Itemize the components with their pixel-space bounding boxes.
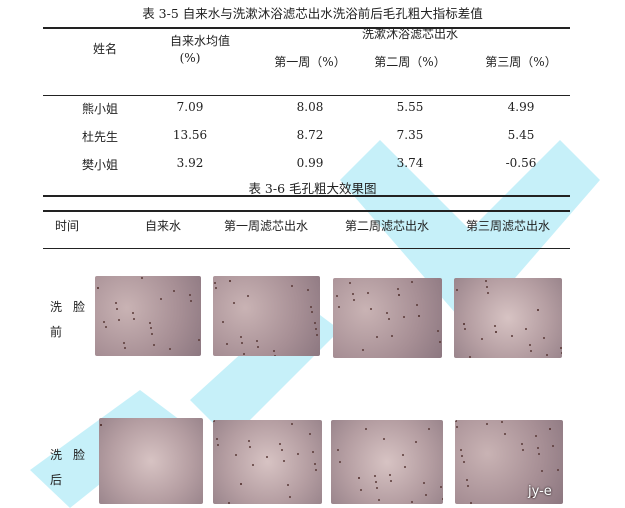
skin-photo-after-tap <box>99 418 203 504</box>
cell-tap: 7.09 <box>176 100 204 114</box>
watermark-text: jy-e <box>528 484 552 499</box>
header-week2-filter: 第二周滤芯出水 <box>345 219 430 233</box>
cell-tap: 3.92 <box>176 156 204 170</box>
table1-bottom-rule <box>43 195 570 197</box>
header-week1-filter: 第一周滤芯出水 <box>224 219 309 233</box>
cell-w3: 5.45 <box>507 128 535 142</box>
header-tap-unit: (%) <box>179 51 201 65</box>
cell-w3: 4.99 <box>507 100 535 114</box>
cell-w2: 3.74 <box>396 156 424 170</box>
cell-tap: 13.56 <box>172 128 208 142</box>
table2-caption: 表 3-6 毛孔粗大效果图 <box>248 181 377 196</box>
cell-w1: 0.99 <box>296 156 324 170</box>
table1-top-rule <box>43 27 570 29</box>
skin-photo-before-week3 <box>454 278 562 358</box>
row-label-after: 后 <box>50 473 63 487</box>
row-label-after: 洗 <box>50 448 63 462</box>
row-label-before: 前 <box>50 325 63 339</box>
header-week1: 第一周（%） <box>274 55 346 69</box>
table1-caption: 表 3-5 自来水与洗漱沐浴滤芯出水洗浴前后毛孔粗大指标差值 <box>142 6 483 21</box>
skin-photo-before-week2 <box>333 278 442 358</box>
cell-w1: 8.08 <box>296 100 324 114</box>
row-label-after: 脸 <box>73 448 86 462</box>
cell-name: 熊小姐 <box>81 102 118 116</box>
header-week2: 第二周（%） <box>374 55 446 69</box>
skin-photo-after-week1 <box>213 420 322 504</box>
cell-w1: 8.72 <box>296 128 324 142</box>
skin-photo-after-week3 <box>455 420 563 504</box>
header-filter-group: 洗漱沐浴滤芯出水 <box>361 27 458 41</box>
cell-name: 樊小姐 <box>81 158 118 172</box>
row-label-before: 洗 <box>50 300 63 314</box>
header-tap: 自来水均值 <box>169 34 230 48</box>
header-time: 时间 <box>55 219 80 233</box>
header-week3-filter: 第三周滤芯出水 <box>466 219 551 233</box>
table2-top-rule <box>43 210 570 212</box>
cell-w2: 5.55 <box>396 100 424 114</box>
header-name: 姓名 <box>92 42 117 56</box>
table2-header-rule <box>43 248 570 249</box>
header-week3: 第三周（%） <box>485 55 557 69</box>
skin-photo-before-tap <box>95 276 201 356</box>
cell-w3: -0.56 <box>505 156 537 170</box>
header-tap-water: 自来水 <box>145 219 182 233</box>
cell-w2: 7.35 <box>396 128 424 142</box>
row-label-before: 脸 <box>73 300 86 314</box>
table1-header-rule <box>43 95 570 96</box>
skin-photo-before-week1 <box>213 276 320 356</box>
cell-name: 杜先生 <box>81 130 118 144</box>
skin-photo-after-week2 <box>331 420 443 504</box>
